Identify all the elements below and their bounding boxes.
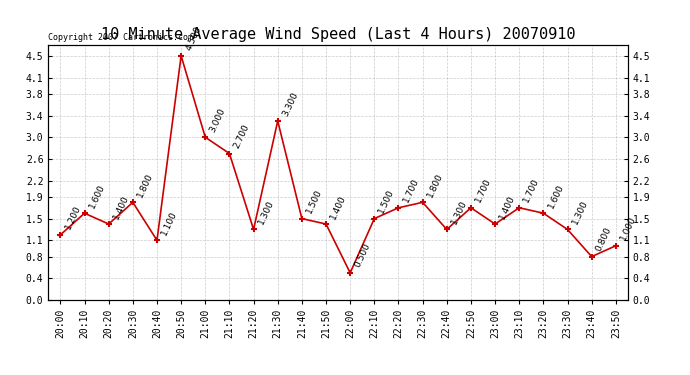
Text: 1.600: 1.600 [88, 182, 106, 210]
Text: 0.800: 0.800 [595, 226, 613, 253]
Text: 1.500: 1.500 [305, 188, 324, 215]
Text: 1.600: 1.600 [546, 182, 565, 210]
Title: 10 Minute Average Wind Speed (Last 4 Hours) 20070910: 10 Minute Average Wind Speed (Last 4 Hou… [101, 27, 575, 42]
Text: 3.300: 3.300 [281, 90, 299, 117]
Text: 4.500: 4.500 [184, 25, 203, 52]
Text: 1.300: 1.300 [571, 199, 589, 226]
Text: 3.000: 3.000 [208, 106, 227, 134]
Text: 2.700: 2.700 [233, 123, 251, 150]
Text: 1.800: 1.800 [136, 171, 155, 199]
Text: 1.300: 1.300 [257, 199, 275, 226]
Text: 1.400: 1.400 [112, 194, 130, 220]
Text: 1.300: 1.300 [450, 199, 469, 226]
Text: 1.700: 1.700 [474, 177, 493, 204]
Text: 1.100: 1.100 [160, 210, 179, 237]
Text: 1.400: 1.400 [498, 194, 517, 220]
Text: Copyright 2007 Cartronics.com: Copyright 2007 Cartronics.com [48, 33, 193, 42]
Text: 1.400: 1.400 [329, 194, 348, 220]
Text: 0.500: 0.500 [353, 242, 372, 269]
Text: 1.500: 1.500 [377, 188, 396, 215]
Text: 1.000: 1.000 [619, 215, 638, 242]
Text: 1.700: 1.700 [522, 177, 541, 204]
Text: 1.200: 1.200 [63, 204, 82, 231]
Text: 1.700: 1.700 [402, 177, 420, 204]
Text: 1.800: 1.800 [426, 171, 444, 199]
